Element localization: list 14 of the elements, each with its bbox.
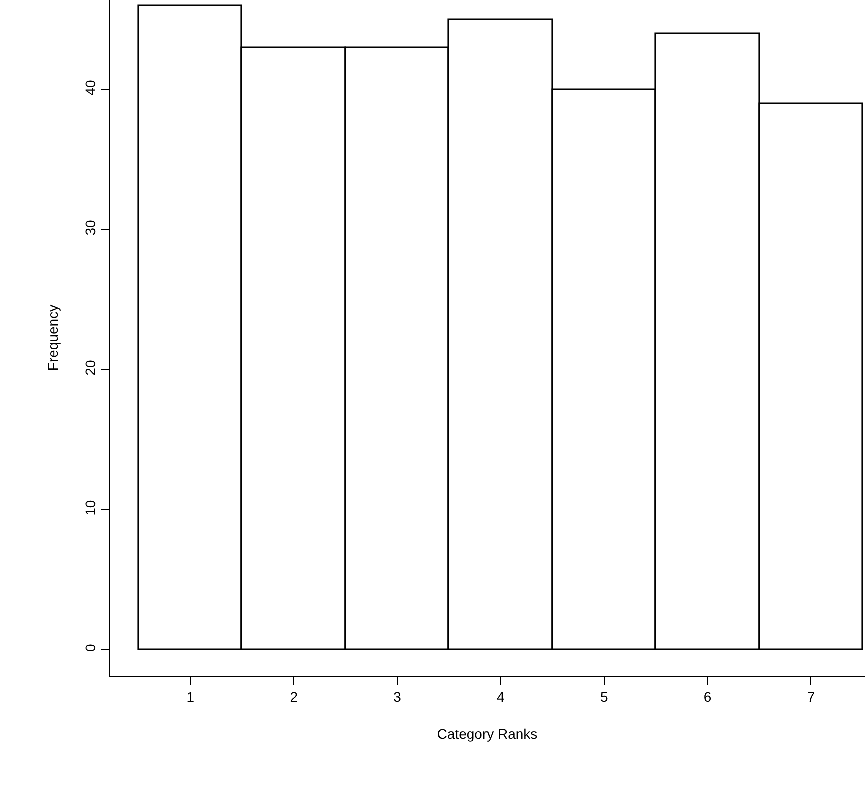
x-tick-label: 1 [186,688,195,705]
x-tick-label: 4 [497,688,506,705]
x-tick-label: 5 [600,688,608,705]
y-tick-label: 40 [82,80,98,96]
x-tick-label: 6 [704,688,712,705]
x-tick-label: 7 [807,688,816,705]
y-axis-title: Frequency [45,304,61,372]
y-tick-label: 30 [82,220,98,236]
y-tick-label: 20 [82,360,98,376]
x-tick-label: 3 [394,688,402,705]
y-tick-label: 10 [82,500,98,516]
y-tick-label: 0 [82,644,98,652]
x-tick-label: 2 [290,688,298,705]
x-axis-title: Category Ranks [437,726,538,742]
